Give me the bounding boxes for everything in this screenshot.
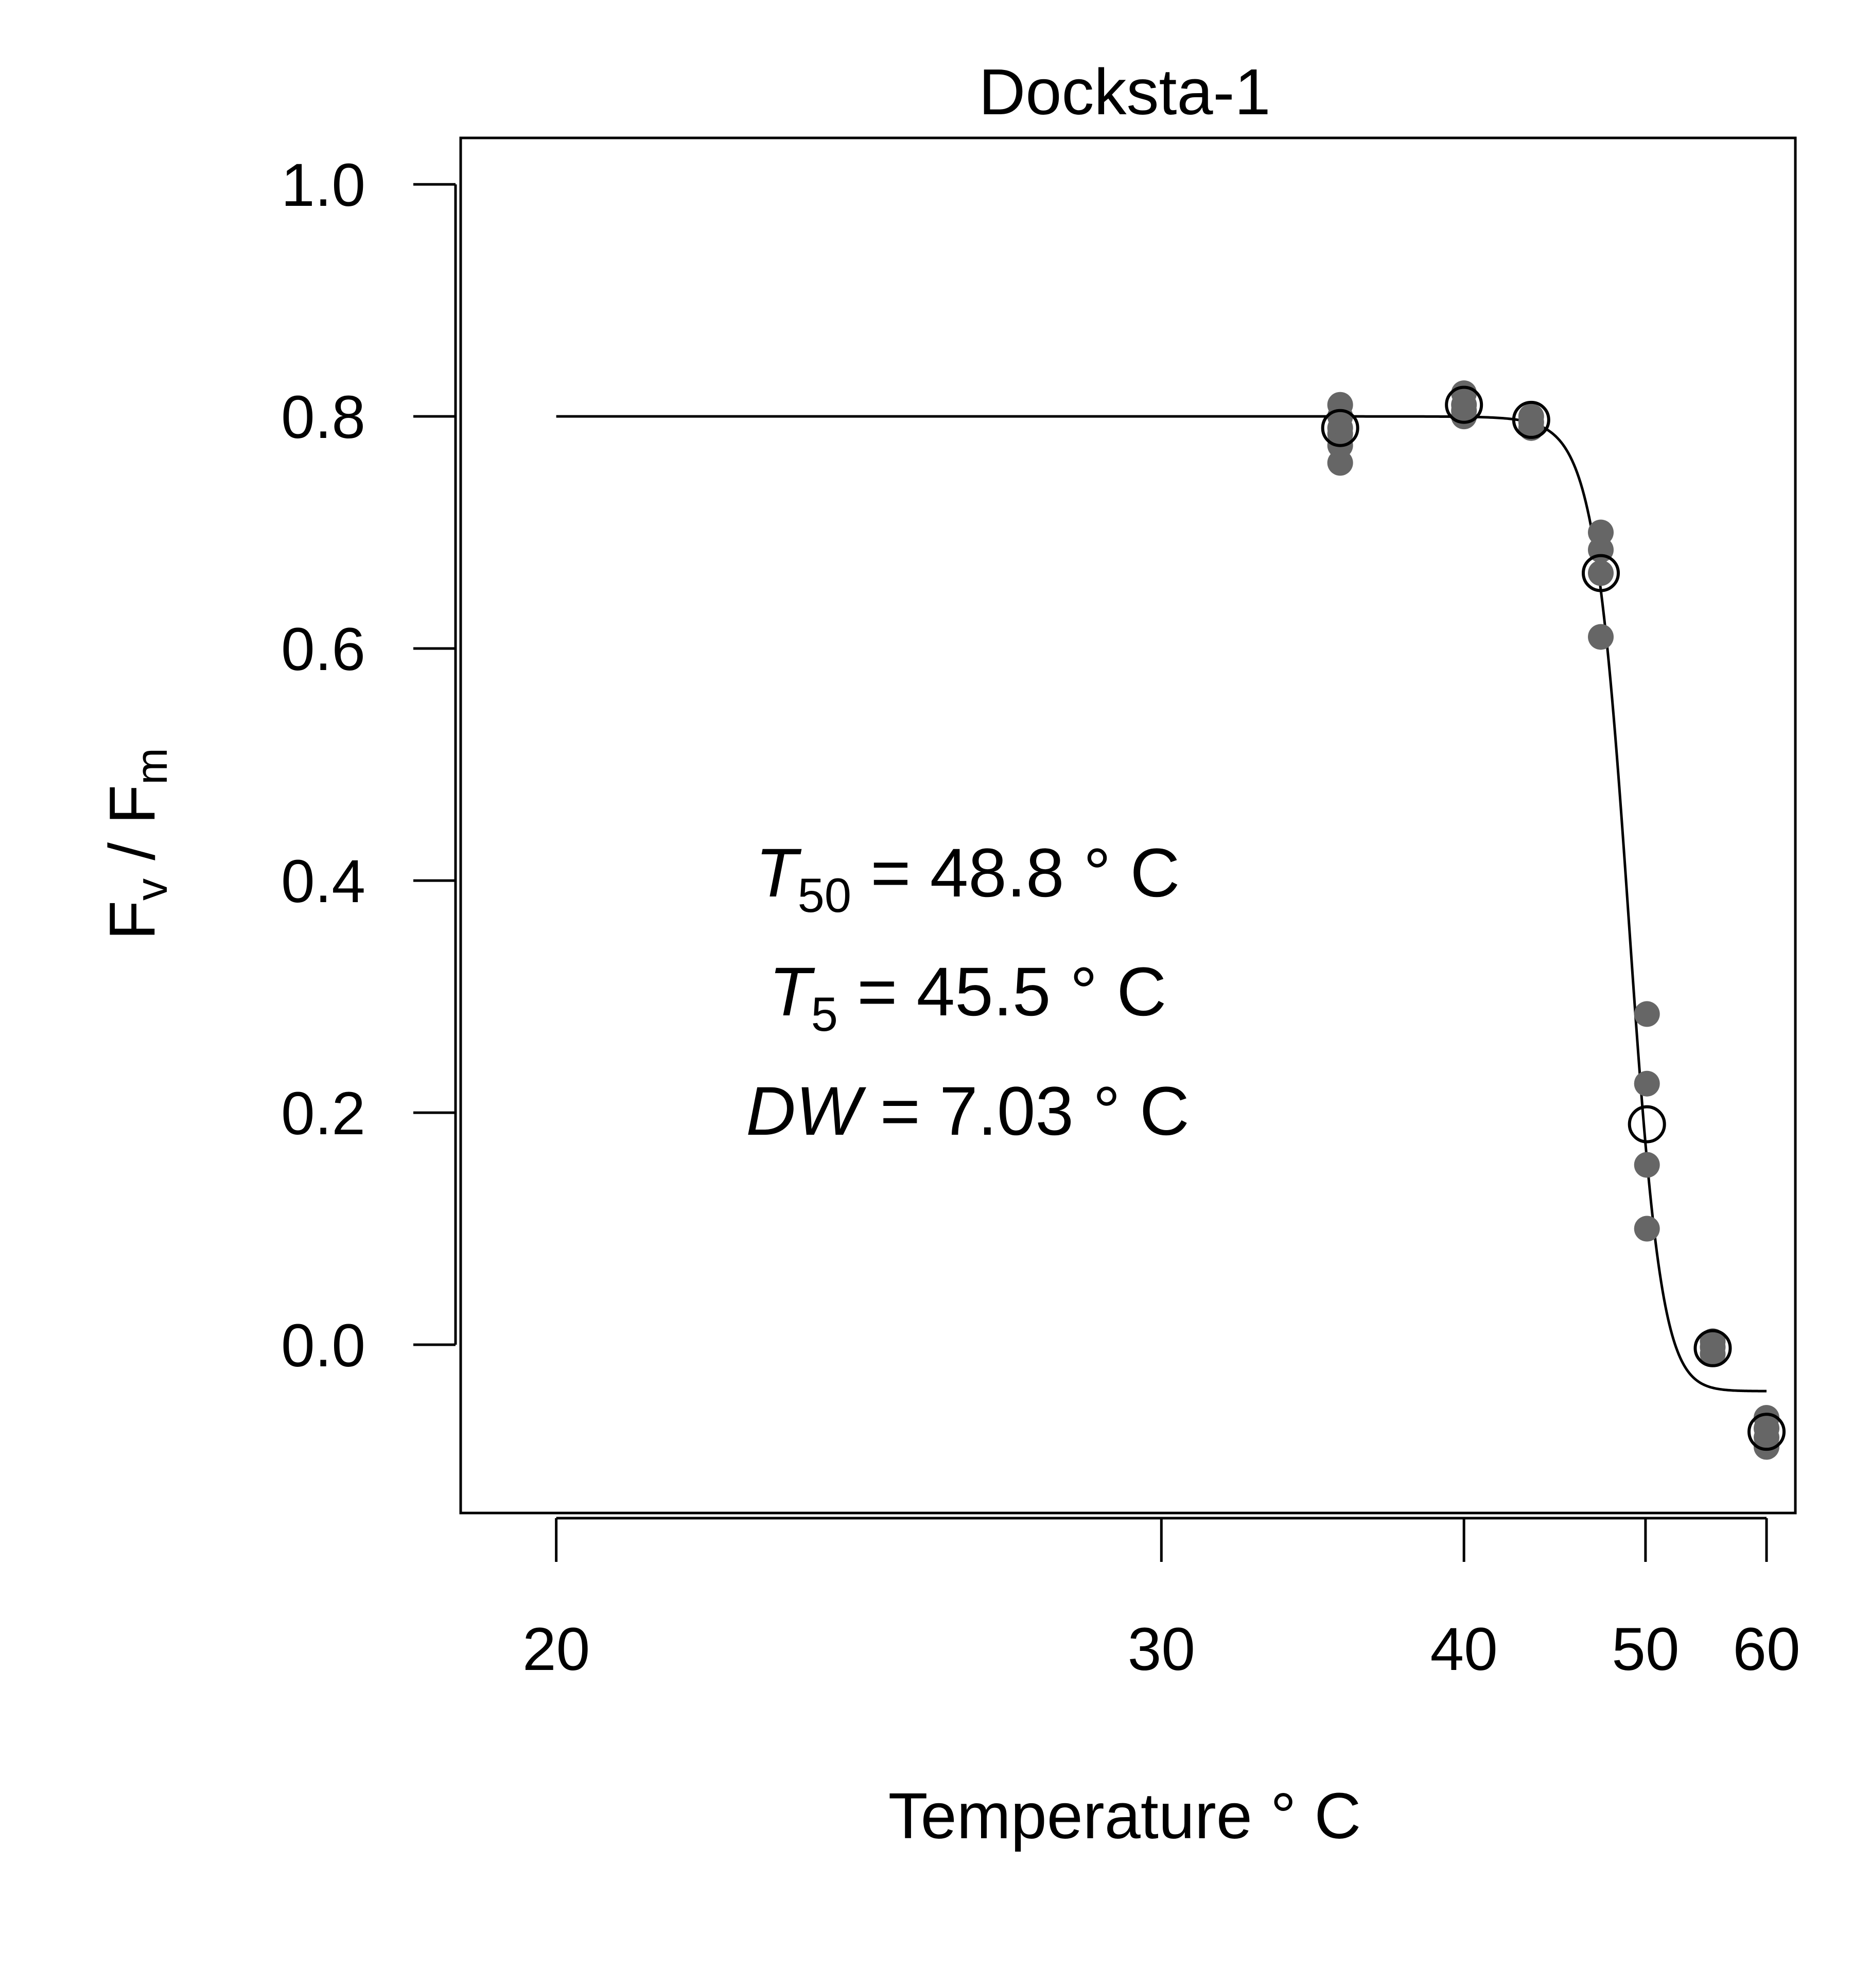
y-axis-label-sub-m: m (127, 748, 177, 785)
y-axis: 0.0 0.2 0.4 0.6 0.8 1.0 (281, 151, 457, 1380)
data-point (1634, 1152, 1660, 1178)
y-axis-label-sep: / F (96, 785, 168, 878)
chart-title: Docksta-1 (978, 56, 1270, 128)
data-point (1451, 403, 1477, 430)
y-tick-label: 0.8 (281, 383, 365, 451)
x-tick-label: 40 (1430, 1615, 1498, 1683)
mean-point (1445, 385, 1483, 424)
data-point (1588, 560, 1614, 586)
annotation-text: T50 = 48.8 ° C (756, 835, 1180, 922)
x-tick-label: 50 (1612, 1615, 1679, 1683)
points-layer (1327, 380, 1780, 1460)
mean-point (1321, 409, 1359, 447)
means-layer (1321, 385, 1786, 1451)
annotations: T50 = 48.8 ° CT5 = 45.5 ° CDW = 7.03 ° C (746, 835, 1190, 1150)
x-axis: 20 30 40 50 60 (522, 1517, 1800, 1683)
data-point (1518, 415, 1544, 441)
annotation-symbol: T (769, 954, 815, 1030)
annotation-subscript: 5 (811, 987, 838, 1041)
y-axis-label: Fv / Fm (96, 748, 177, 940)
mean-point (1512, 400, 1550, 439)
mean-point (1747, 1413, 1786, 1451)
y-tick-label: 0.0 (281, 1312, 365, 1380)
data-point (1588, 624, 1614, 650)
y-tick-label: 0.4 (281, 848, 365, 916)
annotation-subscript: 50 (797, 868, 851, 922)
y-tick-label: 0.6 (281, 615, 365, 683)
annotation-text: T5 = 45.5 ° C (769, 954, 1166, 1041)
data-point (1327, 450, 1353, 476)
y-tick-label: 0.2 (281, 1080, 365, 1148)
data-point (1700, 1341, 1726, 1367)
mean-point (1582, 554, 1620, 592)
data-point (1634, 1070, 1660, 1097)
y-axis-label-main: F (96, 901, 168, 940)
data-point (1634, 1001, 1660, 1027)
data-point (1754, 1434, 1780, 1460)
y-axis-label-sub-v: v (127, 878, 177, 901)
annotation-text: DW = 7.03 ° C (746, 1073, 1190, 1150)
x-tick-label: 20 (522, 1615, 590, 1683)
x-tick-label: 30 (1128, 1615, 1195, 1683)
x-axis-label: Temperature ° C (888, 1780, 1361, 1852)
annotation-symbol: T (756, 835, 802, 911)
x-tick-label: 60 (1733, 1615, 1800, 1683)
mean-point (1693, 1329, 1732, 1367)
annotation-value: = 48.8 ° C (851, 835, 1180, 911)
annotation-symbol: DW (746, 1073, 867, 1150)
annotation-value: = 45.5 ° C (838, 954, 1166, 1030)
mean-point (1628, 1105, 1666, 1143)
plot-frame (459, 136, 1797, 1515)
y-tick-label: 1.0 (281, 151, 365, 219)
annotation-value: = 7.03 ° C (861, 1073, 1189, 1150)
data-point (1634, 1216, 1660, 1242)
